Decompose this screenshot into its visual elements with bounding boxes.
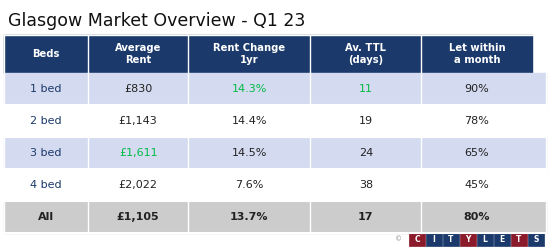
Bar — [4, 73, 546, 105]
Text: £1,105: £1,105 — [117, 212, 160, 222]
Bar — [443, 232, 459, 246]
Bar — [4, 169, 546, 201]
Bar — [494, 232, 510, 246]
Bar — [188, 35, 310, 73]
Bar — [511, 232, 527, 246]
Text: 1 bed: 1 bed — [30, 84, 62, 94]
Text: T: T — [516, 234, 522, 244]
Text: Beds: Beds — [32, 49, 60, 59]
Bar — [88, 35, 188, 73]
Bar — [4, 201, 546, 233]
Bar — [421, 35, 532, 73]
Text: All: All — [38, 212, 54, 222]
Text: 7.6%: 7.6% — [235, 180, 263, 190]
Bar — [477, 232, 493, 246]
Text: £830: £830 — [124, 84, 152, 94]
Text: 19: 19 — [359, 116, 373, 126]
Text: 80%: 80% — [464, 212, 490, 222]
Text: 11: 11 — [359, 84, 373, 94]
Text: L: L — [482, 234, 487, 244]
Text: Let within
a month: Let within a month — [449, 43, 505, 65]
Text: 14.5%: 14.5% — [232, 148, 267, 158]
Text: Average
Rent: Average Rent — [115, 43, 161, 65]
Text: 13.7%: 13.7% — [230, 212, 268, 222]
Text: T: T — [448, 234, 454, 244]
Bar — [310, 35, 421, 73]
Text: 4 bed: 4 bed — [30, 180, 62, 190]
Text: 17: 17 — [358, 212, 373, 222]
Text: 3 bed: 3 bed — [30, 148, 62, 158]
Text: 2 bed: 2 bed — [30, 116, 62, 126]
Text: I: I — [432, 234, 436, 244]
Text: Av. TTL
(days): Av. TTL (days) — [345, 43, 386, 65]
Text: ©: © — [395, 236, 402, 242]
Text: Glasgow Market Overview - Q1 23: Glasgow Market Overview - Q1 23 — [8, 12, 305, 30]
Bar — [528, 232, 544, 246]
Text: 45%: 45% — [465, 180, 490, 190]
Bar — [4, 105, 546, 137]
Text: 14.4%: 14.4% — [232, 116, 267, 126]
Bar — [4, 137, 546, 169]
Text: £2,022: £2,022 — [119, 180, 158, 190]
Bar — [426, 232, 442, 246]
Text: 65%: 65% — [465, 148, 489, 158]
Bar — [4, 35, 88, 73]
Text: 78%: 78% — [464, 116, 490, 126]
Text: Y: Y — [465, 234, 471, 244]
Text: C: C — [414, 234, 420, 244]
Text: 14.3%: 14.3% — [232, 84, 267, 94]
Text: Rent Change
1yr: Rent Change 1yr — [213, 43, 285, 65]
Bar — [409, 232, 425, 246]
Text: S: S — [534, 234, 538, 244]
Text: 38: 38 — [359, 180, 373, 190]
Text: E: E — [499, 234, 505, 244]
Text: 90%: 90% — [465, 84, 490, 94]
Text: 24: 24 — [359, 148, 373, 158]
Bar — [460, 232, 476, 246]
Text: £1,611: £1,611 — [119, 148, 157, 158]
Text: £1,143: £1,143 — [119, 116, 157, 126]
